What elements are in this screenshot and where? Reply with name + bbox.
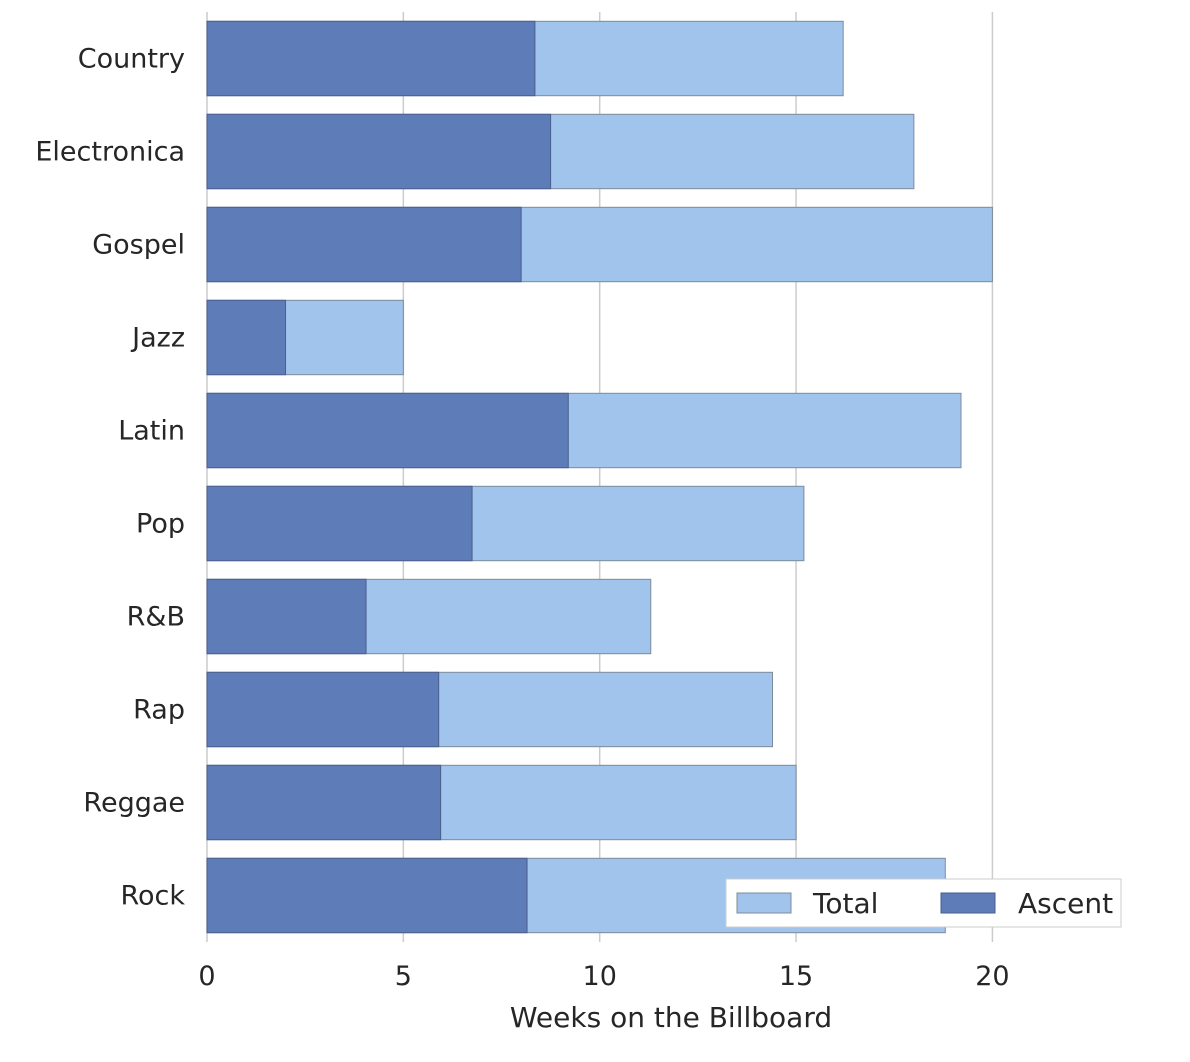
y-tick-label: Latin	[118, 416, 185, 447]
x-tick-label: 20	[975, 961, 1009, 992]
legend-box	[725, 878, 1122, 928]
y-tick-label: Rock	[120, 881, 185, 912]
bar-ascent-rap	[206, 671, 440, 748]
bar-ascent-latin	[206, 392, 569, 469]
y-tick-label: Gospel	[92, 230, 185, 261]
legend-label-ascent: Ascent	[1018, 887, 1113, 920]
x-tick-label: 0	[198, 961, 215, 992]
bar-ascent-country	[206, 20, 536, 97]
y-tick-label: Electronica	[35, 137, 185, 168]
x-axis-label: Weeks on the Billboard	[510, 1001, 832, 1034]
bar-ascent-rock	[206, 857, 528, 934]
bar-ascent-rb	[206, 578, 367, 655]
bar-ascent-gospel	[206, 206, 522, 283]
bar-ascent-electronica	[206, 113, 552, 190]
y-tick-label: Reggae	[83, 788, 185, 819]
bar-ascent-reggae	[206, 764, 442, 841]
legend: Total Ascent	[725, 878, 1122, 928]
y-tick-label: Pop	[136, 509, 185, 540]
bar-ascent-pop	[206, 485, 473, 562]
x-tick-label: 10	[583, 961, 617, 992]
legend-label-total: Total	[812, 887, 878, 920]
x-tick-label: 5	[395, 961, 412, 992]
legend-swatch-ascent	[940, 892, 996, 914]
bar-ascent-jazz	[206, 299, 287, 376]
x-tick-labels: 0 5 10 15 20	[198, 961, 1009, 992]
y-tick-label: Rap	[133, 695, 185, 726]
x-tick-label: 15	[779, 961, 813, 992]
y-tick-label: R&B	[127, 602, 185, 633]
y-tick-label: Jazz	[130, 323, 185, 354]
y-tick-labels: Country Electronica Gospel Jazz Latin Pop R&B R…	[35, 44, 185, 912]
legend-swatch-total	[736, 892, 792, 914]
y-tick-label: Country	[78, 44, 185, 75]
